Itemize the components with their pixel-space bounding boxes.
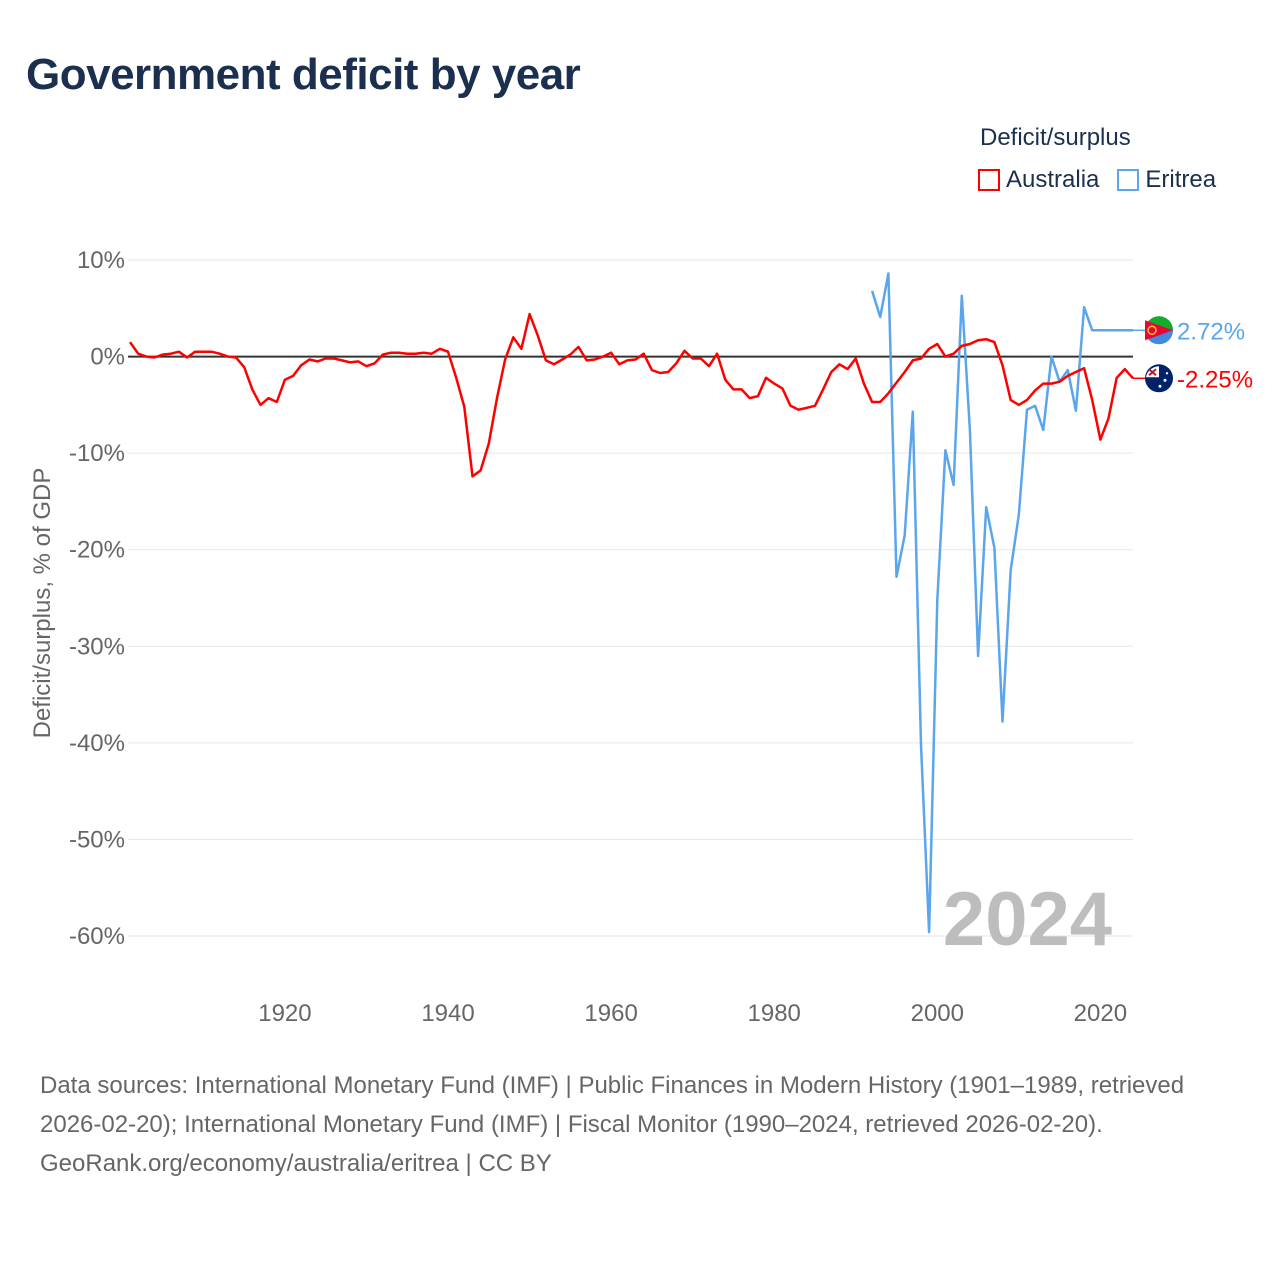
y-tick-label: -30% — [69, 633, 125, 660]
footer: Data sources: International Monetary Fun… — [40, 1066, 1240, 1183]
legend-item-eritrea[interactable]: Eritrea — [1117, 166, 1216, 194]
year-watermark: 2024 — [943, 877, 1112, 962]
legend-label: Australia — [1006, 166, 1100, 193]
x-tick-label: 1980 — [748, 1000, 801, 1027]
credit-link[interactable]: GeoRank.org/economy/australia/eritrea | … — [40, 1150, 552, 1177]
y-tick-label: -20% — [69, 537, 125, 564]
x-tick-label: 2000 — [911, 1000, 964, 1027]
legend-title: Deficit/surplus — [980, 124, 1131, 151]
flag-australia-icon — [1145, 364, 1173, 393]
end-value-label-australia: -2.25% — [1177, 366, 1253, 393]
flag-part — [1163, 378, 1167, 382]
y-tick-label: 0% — [90, 344, 125, 371]
flag-part — [1158, 384, 1162, 388]
legend: Australia Eritrea — [978, 166, 1216, 194]
legend-item-australia[interactable]: Australia — [978, 166, 1099, 194]
line-chart: 10% 0% -10% -20% -30% -40% -50% -60% 1920 1940 196… — [29, 247, 1253, 1027]
series-line-eritrea — [870, 272, 1133, 934]
flag-part — [1148, 368, 1157, 377]
end-value-label-eritrea: 2.72% — [1177, 318, 1245, 345]
flag-eritrea-icon — [1145, 316, 1174, 345]
chart-title: Government deficit by year — [26, 50, 581, 99]
series-line-australia — [128, 312, 1134, 478]
legend-label: Eritrea — [1145, 166, 1217, 193]
flag-part — [1145, 320, 1173, 341]
y-tick-label: -10% — [69, 440, 125, 467]
legend-swatch-australia — [978, 169, 1000, 191]
x-tick-label: 2020 — [1074, 1000, 1127, 1027]
data-sources: Data sources: International Monetary Fun… — [40, 1072, 1185, 1138]
y-tick-label: -60% — [69, 923, 125, 950]
legend-swatch-eritrea — [1117, 169, 1140, 191]
x-tick-label: 1960 — [584, 1000, 637, 1027]
y-tick-label: -50% — [69, 826, 125, 853]
y-tick-label: 10% — [77, 247, 125, 274]
y-axis-label: Deficit/surplus, % of GDP — [29, 468, 56, 739]
flag-part — [1165, 372, 1169, 375]
flag-part — [1147, 325, 1157, 336]
y-tick-label: -40% — [69, 730, 125, 757]
x-tick-label: 1920 — [258, 1000, 311, 1027]
x-tick-label: 1940 — [421, 1000, 474, 1027]
